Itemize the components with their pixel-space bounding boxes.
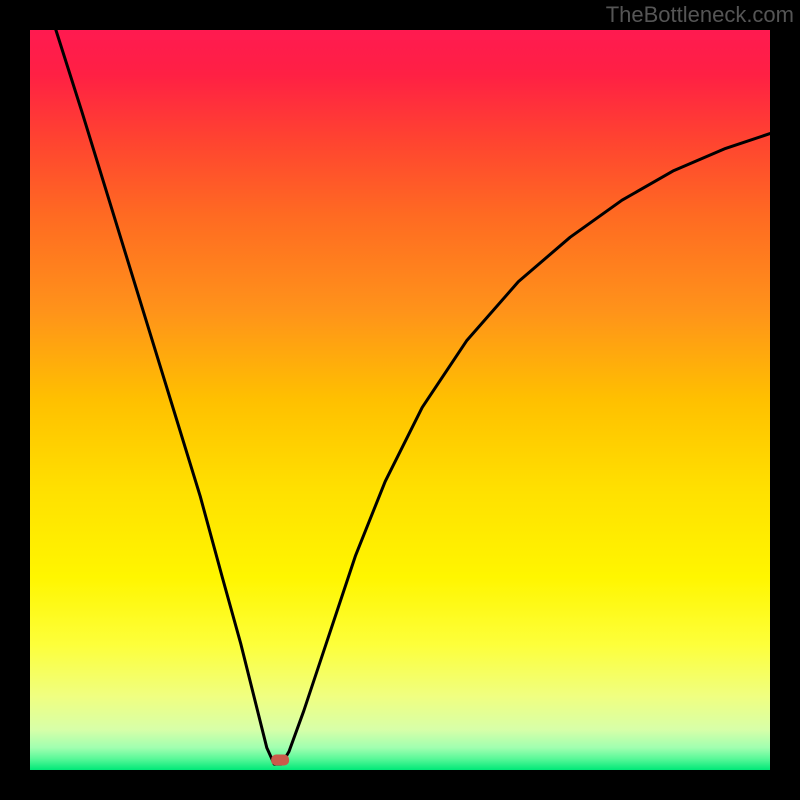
watermark-text: TheBottleneck.com [606, 2, 794, 28]
gradient-plot-area [30, 30, 770, 770]
chart-stage: TheBottleneck.com [0, 0, 800, 800]
bottleneck-chart [0, 0, 800, 800]
optimal-point-marker [271, 755, 289, 766]
